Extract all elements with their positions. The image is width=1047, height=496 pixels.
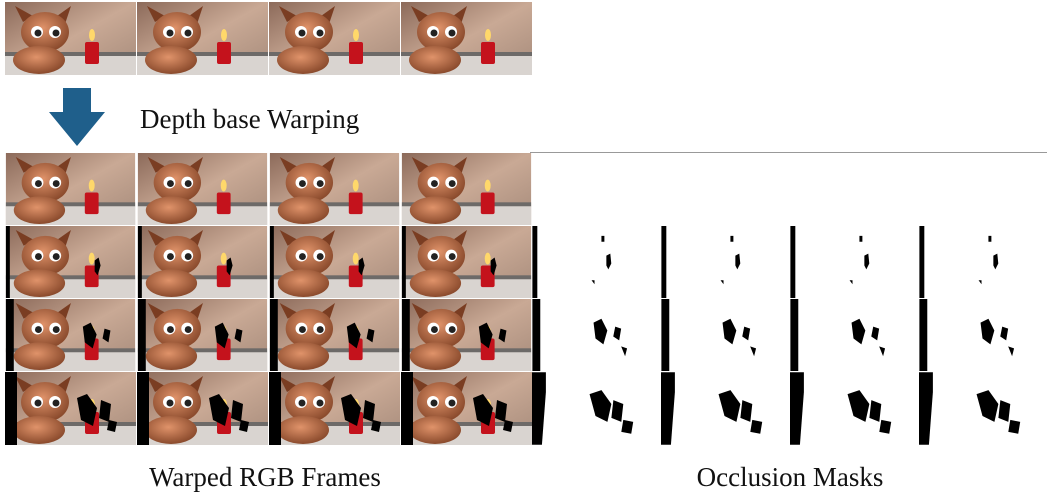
- figure: Depth base Warping Warped RGB Frames: [0, 0, 1047, 496]
- input-frames: [5, 2, 532, 75]
- left-caption: Warped RGB Frames: [149, 462, 381, 492]
- occlusion-masks: [532, 226, 1047, 445]
- step-label: Depth base Warping: [140, 104, 359, 134]
- warped-frames: [5, 153, 532, 445]
- arrow: [49, 88, 105, 146]
- right-caption: Occlusion Masks: [697, 462, 884, 492]
